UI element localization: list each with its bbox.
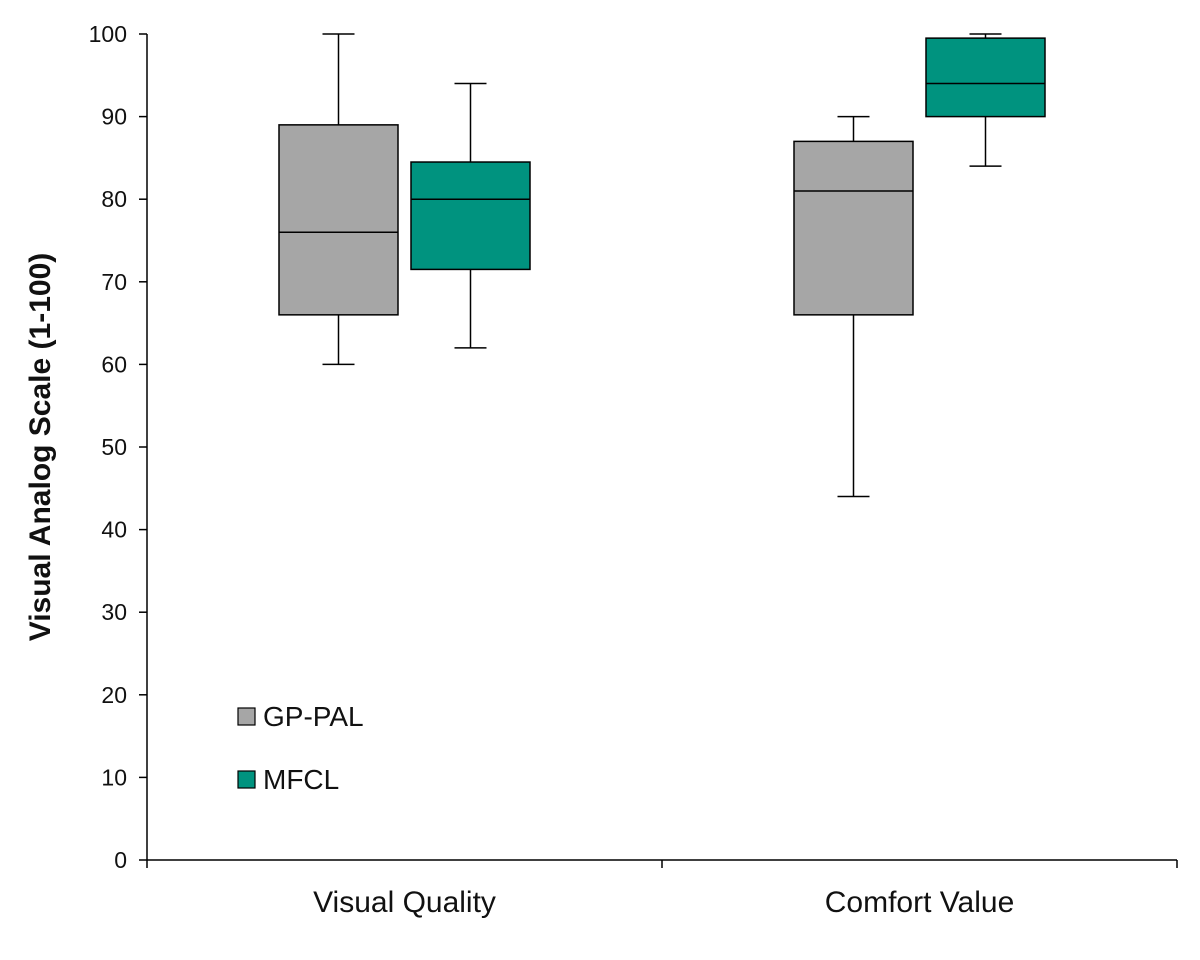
- x-axis: Visual Quality Comfort Value: [146, 859, 1178, 919]
- legend-label-gp-pal: GP-PAL: [263, 701, 364, 732]
- box-iqr: [410, 161, 531, 271]
- box-iqr: [793, 140, 914, 316]
- x-category-label: Comfort Value: [825, 886, 1015, 919]
- y-tick-label: 30: [101, 599, 127, 625]
- y-axis: 0 10 20 30 40 50 60 70 80 90 100: [89, 21, 148, 873]
- box-gp-pal-1: [793, 115, 914, 498]
- box-gp-pal-0: [278, 33, 399, 366]
- y-tick-label: 80: [101, 186, 127, 212]
- y-tick-label: 20: [101, 682, 127, 708]
- box-series: [278, 33, 1046, 498]
- y-tick-label: 10: [101, 764, 127, 790]
- x-category-label: Visual Quality: [313, 886, 496, 919]
- legend-swatch-mfcl: [237, 770, 256, 789]
- box-mfcl-1: [925, 33, 1046, 167]
- box-iqr: [925, 37, 1046, 118]
- y-axis-label: Visual Analog Scale (1-100): [24, 253, 57, 642]
- box-iqr: [278, 124, 399, 316]
- y-tick-label: 40: [101, 517, 127, 543]
- legend: GP-PAL MFCL: [237, 701, 364, 795]
- y-tick-label: 50: [101, 434, 127, 460]
- legend-label-mfcl: MFCL: [263, 764, 339, 795]
- box-mfcl-0: [410, 82, 531, 349]
- y-tick-label: 70: [101, 269, 127, 295]
- y-tick-label: 0: [114, 847, 127, 873]
- y-tick-label: 90: [101, 104, 127, 130]
- legend-swatch-gp-pal: [237, 707, 256, 726]
- y-tick-label: 60: [101, 351, 127, 377]
- y-tick-label: 100: [89, 21, 127, 47]
